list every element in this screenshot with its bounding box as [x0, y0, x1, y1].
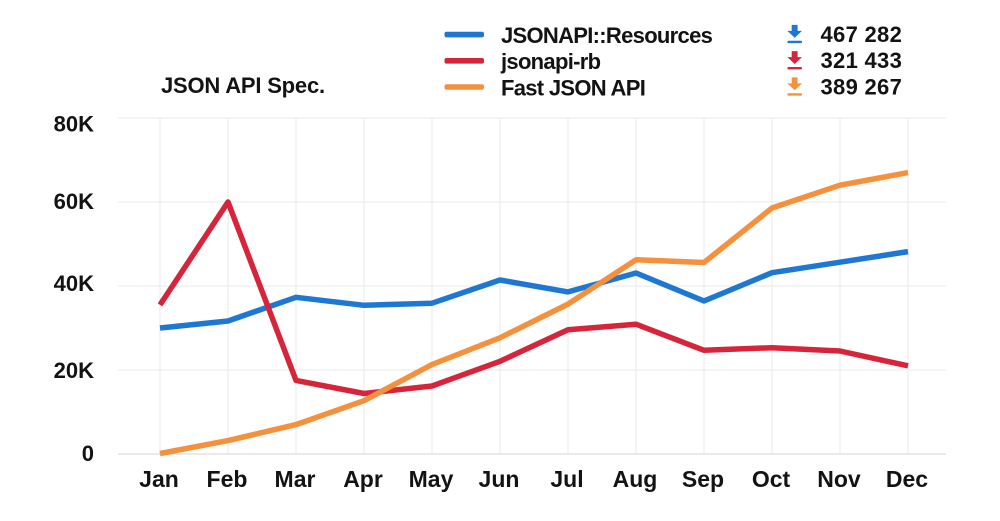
svg-text:jsonapi-rb: jsonapi-rb: [500, 49, 601, 74]
svg-text:JSON API Spec.: JSON API Spec.: [161, 73, 325, 98]
svg-text:JSONAPI::Resources: JSONAPI::Resources: [501, 23, 713, 48]
svg-text:389 267: 389 267: [821, 75, 903, 100]
svg-text:Jun: Jun: [479, 466, 520, 492]
svg-text:Jan: Jan: [139, 466, 179, 492]
svg-text:Oct: Oct: [752, 466, 791, 492]
svg-text:Nov: Nov: [817, 466, 861, 492]
svg-text:Dec: Dec: [886, 466, 928, 492]
svg-text:Apr: Apr: [343, 466, 383, 492]
svg-text:May: May: [409, 466, 454, 492]
svg-text:321 433: 321 433: [821, 48, 903, 73]
svg-text:Sep: Sep: [682, 466, 724, 492]
svg-text:Aug: Aug: [613, 466, 658, 492]
svg-text:Fast JSON API: Fast JSON API: [501, 76, 645, 101]
svg-text:Mar: Mar: [275, 466, 316, 492]
svg-text:0: 0: [82, 441, 94, 466]
svg-text:467 282: 467 282: [821, 22, 903, 47]
svg-text:40K: 40K: [54, 271, 94, 296]
svg-text:60K: 60K: [54, 189, 94, 214]
svg-text:20K: 20K: [54, 358, 94, 383]
svg-text:80K: 80K: [54, 112, 94, 137]
svg-text:Jul: Jul: [550, 466, 583, 492]
svg-text:Feb: Feb: [207, 466, 248, 492]
